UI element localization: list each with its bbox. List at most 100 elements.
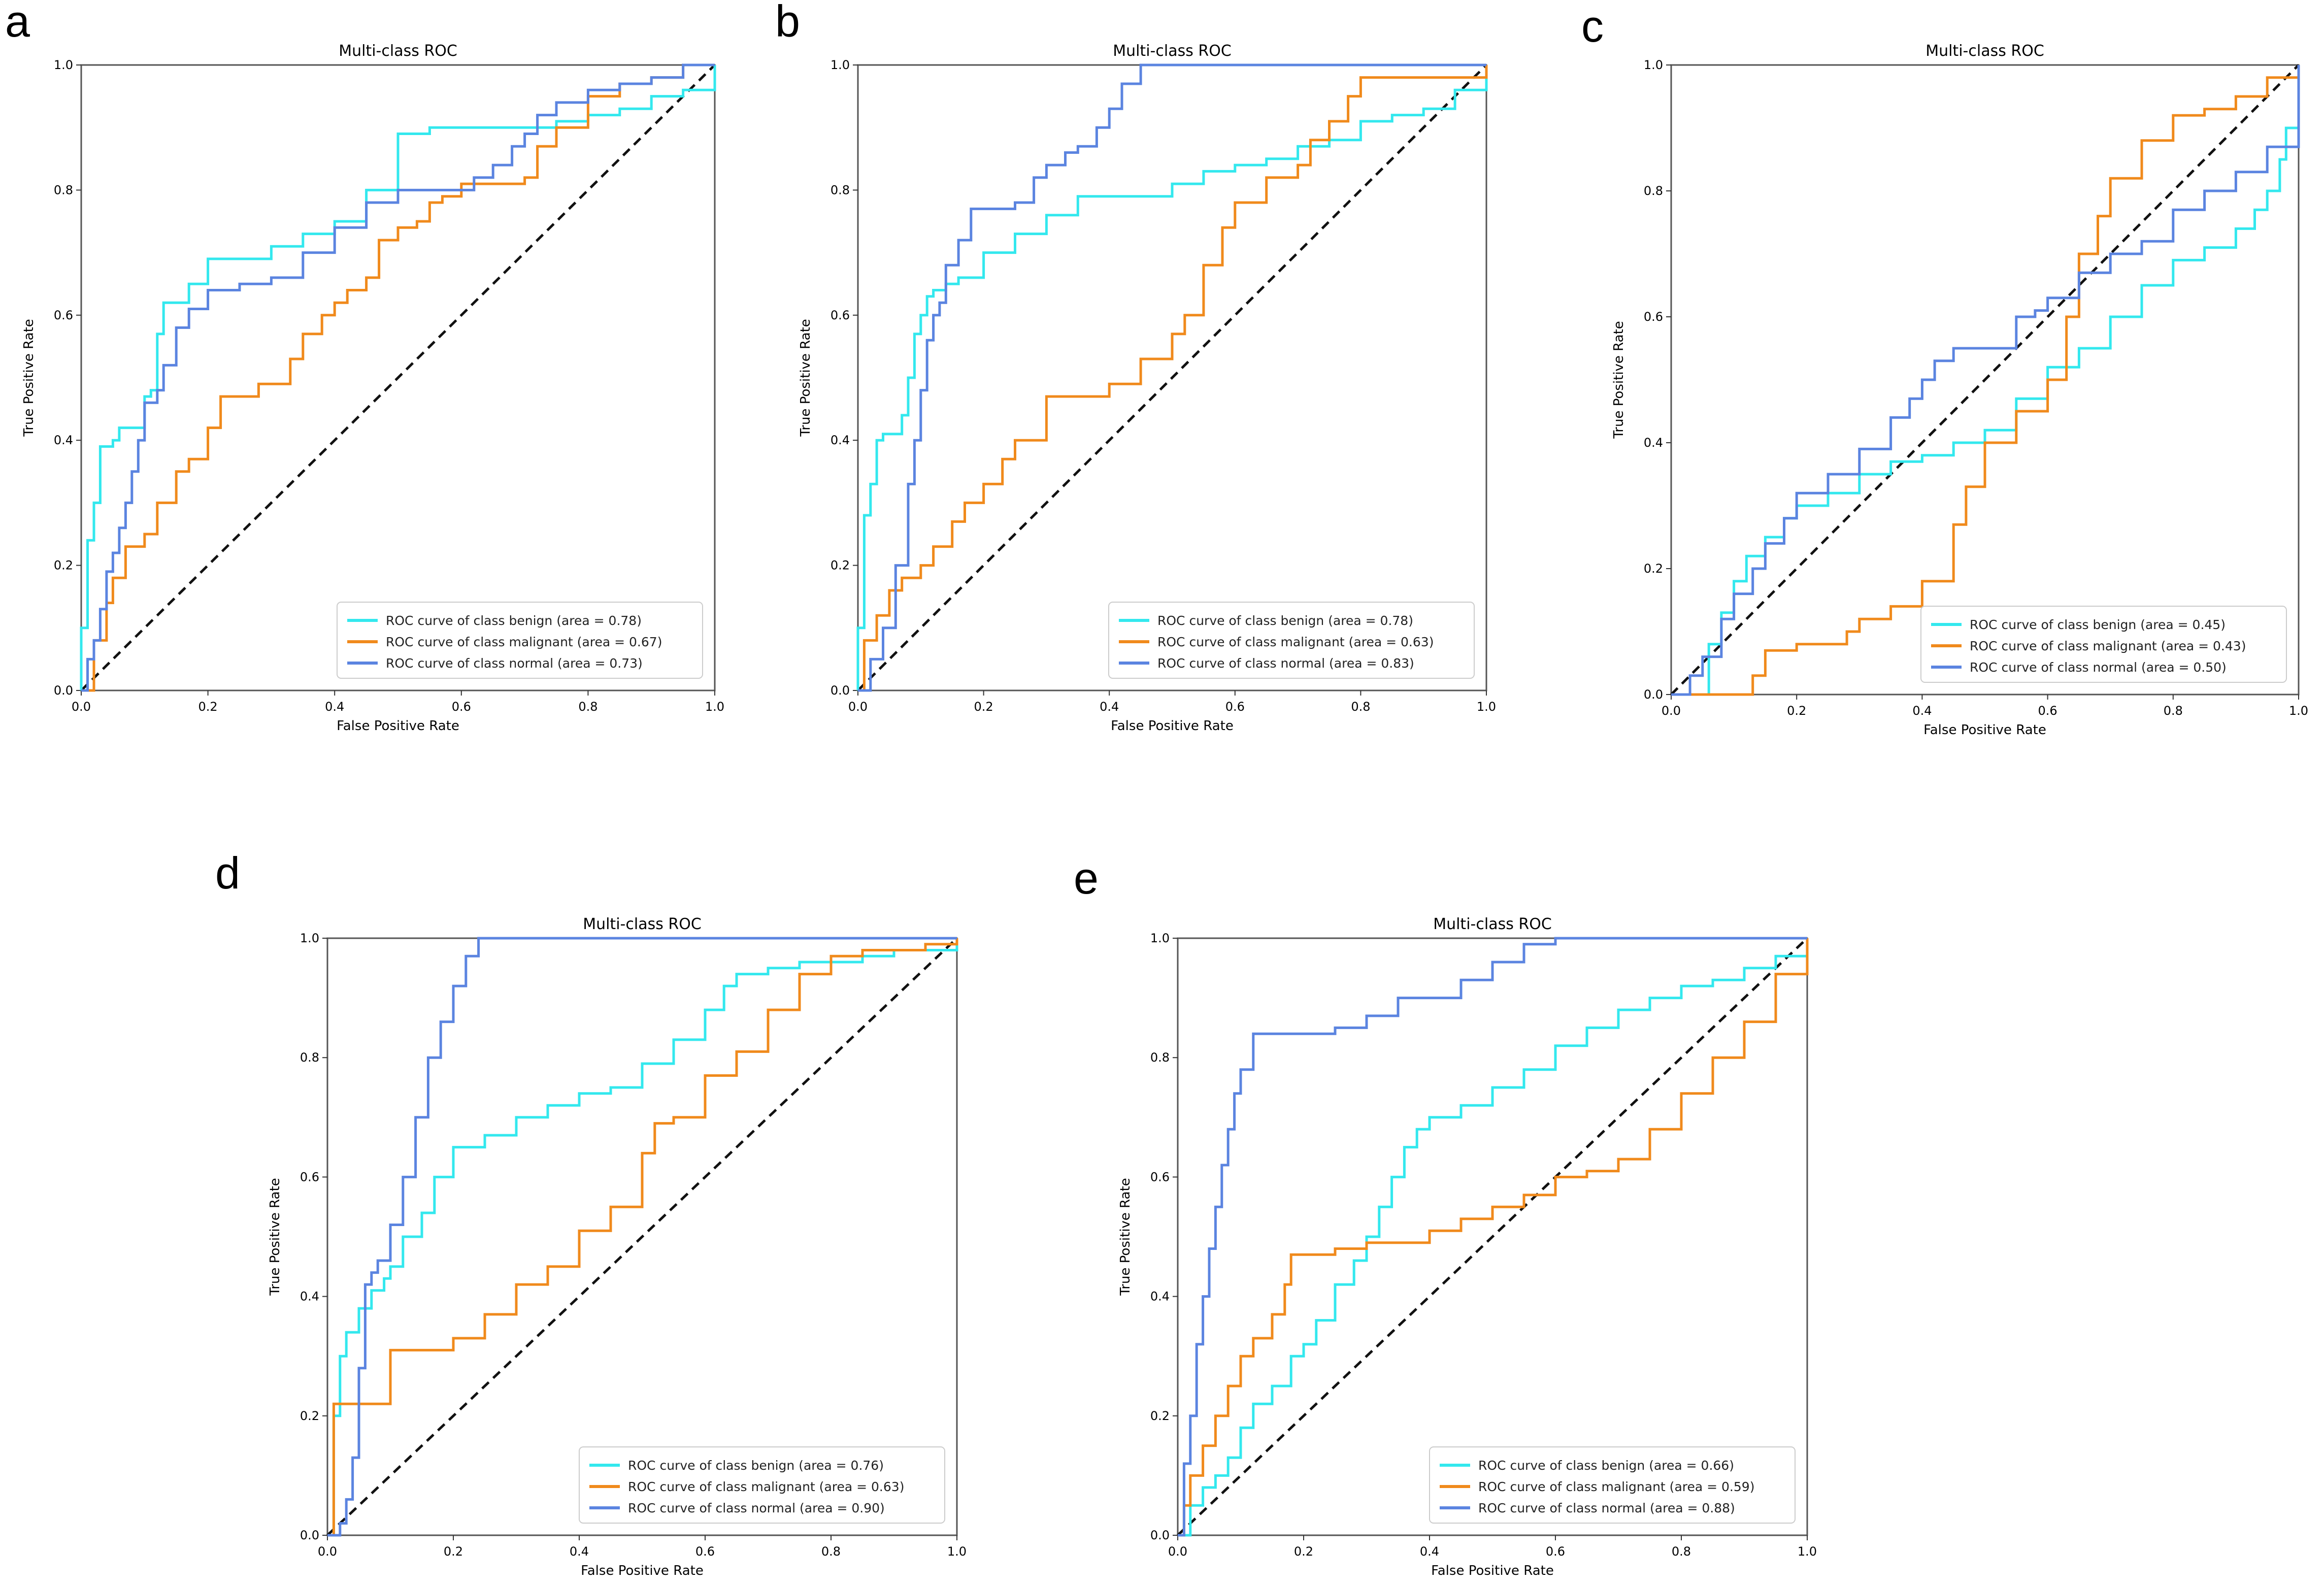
chart-title: Multi-class ROC	[1113, 42, 1232, 60]
legend-box	[1920, 606, 2287, 683]
y-tick-label: 0.6	[1150, 1170, 1170, 1184]
legend: ROC curve of class benign (area = 0.78) R…	[337, 602, 703, 679]
panel-letter-e: e	[1074, 853, 1099, 903]
y-axis-label: True Positive Rate	[21, 319, 37, 437]
chance-diagonal-line	[857, 64, 1487, 691]
plot-frame	[80, 64, 716, 691]
roc-curve-malignant	[858, 65, 1488, 692]
legend: ROC curve of class benign (area = 0.66) R…	[1429, 1446, 1796, 1524]
plot-frame	[1177, 937, 1808, 1536]
roc-curve-normal	[327, 937, 957, 1537]
panel-letter-d: d	[215, 848, 240, 898]
x-tick-label: 0.4	[1912, 704, 1932, 718]
legend-entry-malignant: ROC curve of class malignant (area = 0.6…	[386, 635, 662, 649]
roc-curve-benign	[80, 65, 716, 690]
chance-diagonal-line	[1177, 937, 1808, 1536]
x-tick-label: 1.0	[947, 1544, 967, 1559]
roc-curve-normal	[1178, 937, 1807, 1537]
x-tick-label: 0.8	[578, 700, 597, 714]
x-tick-label: 0.6	[1225, 700, 1245, 714]
panel-letter-c: c	[1581, 1, 1604, 51]
chart-title: Multi-class ROC	[339, 42, 457, 60]
x-tick-label: 0.2	[974, 700, 993, 714]
roc-curve-benign	[327, 938, 958, 1537]
x-tick-label: 0.0	[1662, 704, 1681, 718]
x-axis-label: False Positive Rate	[1923, 722, 2046, 738]
y-tick-label: 0.2	[300, 1409, 319, 1423]
y-tick-label: 0.2	[1644, 562, 1663, 576]
roc-curve-normal	[81, 63, 715, 692]
y-tick-label: 0.0	[1644, 687, 1663, 702]
y-tick-label: 0.0	[1150, 1528, 1170, 1542]
legend-entry-malignant: ROC curve of class malignant (area = 0.4…	[1970, 639, 2246, 653]
legend-entry-benign: ROC curve of class benign (area = 0.78)	[1157, 613, 1413, 628]
panel-a: a Multi-class ROC 0.0 0.2 0.4 0.6 0.8 1.0 0.0 0.2…	[5, 0, 724, 734]
x-tick-label: 0.0	[848, 700, 868, 714]
y-tick-label: 0.0	[831, 683, 850, 698]
x-tick-label: 0.4	[1100, 700, 1119, 714]
x-tick-label: 0.8	[1672, 1544, 1691, 1559]
y-tick-label: 0.4	[300, 1290, 319, 1304]
y-axis-label: True Positive Rate	[268, 1178, 283, 1296]
chance-diagonal-line	[326, 937, 958, 1536]
x-tick-label: 0.6	[1546, 1544, 1565, 1559]
legend-entry-benign: ROC curve of class benign (area = 0.45)	[1970, 617, 2226, 632]
x-tick-label: 0.0	[1168, 1544, 1187, 1559]
legend-entry-malignant: ROC curve of class malignant (area = 0.6…	[628, 1479, 904, 1494]
panel-d: d Multi-class ROC 0.0 0.2 0.4 0.6 0.8 1.0 0.0 0.2…	[215, 848, 967, 1578]
y-tick-label: 0.8	[54, 183, 73, 197]
chart-title: Multi-class ROC	[1925, 42, 2044, 60]
x-tick-label: 1.0	[1477, 700, 1496, 714]
legend-box	[1429, 1446, 1796, 1524]
roc-curve-normal	[858, 63, 1486, 692]
y-tick-label: 0.2	[54, 558, 73, 573]
x-axis-label: False Positive Rate	[1431, 1563, 1554, 1578]
roc-curve-malignant	[327, 938, 958, 1537]
legend-entry-normal: ROC curve of class normal (area = 0.83)	[1157, 656, 1414, 671]
legend-box	[337, 602, 703, 679]
y-tick-label: 0.8	[1644, 184, 1663, 198]
x-tick-label: 0.8	[2164, 704, 2183, 718]
x-axis-label: False Positive Rate	[581, 1563, 704, 1578]
y-tick-label: 0.0	[300, 1528, 319, 1542]
y-tick-label: 0.2	[831, 558, 850, 573]
y-tick-label: 0.4	[54, 433, 73, 447]
y-tick-label: 0.0	[54, 683, 73, 698]
legend-entry-malignant: ROC curve of class malignant (area = 0.5…	[1478, 1479, 1754, 1494]
y-tick-label: 0.4	[1644, 436, 1663, 450]
y-tick-label: 0.4	[1150, 1290, 1170, 1304]
x-tick-label: 0.6	[695, 1544, 715, 1559]
x-tick-label: 1.0	[705, 700, 724, 714]
roc-curve-malignant	[81, 63, 715, 692]
x-tick-label: 0.2	[444, 1544, 463, 1559]
x-tick-label: 0.4	[570, 1544, 589, 1559]
legend-entry-normal: ROC curve of class normal (area = 0.50)	[1970, 660, 2227, 675]
y-tick-label: 1.0	[300, 931, 319, 945]
x-tick-label: 0.8	[821, 1544, 841, 1559]
x-axis-label: False Positive Rate	[1111, 718, 1234, 734]
legend-entry-normal: ROC curve of class normal (area = 0.88)	[1478, 1501, 1735, 1515]
x-tick-label: 0.4	[1420, 1544, 1439, 1559]
roc-curve-malignant	[1671, 65, 2300, 696]
legend-entry-benign: ROC curve of class benign (area = 0.66)	[1478, 1458, 1734, 1473]
y-axis-label: True Positive Rate	[1611, 321, 1626, 439]
x-tick-label: 0.2	[1294, 1544, 1313, 1559]
panel-letter-b: b	[775, 0, 800, 46]
chance-diagonal-line	[1670, 64, 2300, 696]
panel-b: b Multi-class ROC 0.0 0.2 0.4 0.6 0.8 1.0 0.0 0.2…	[775, 0, 1496, 734]
legend-entry-benign: ROC curve of class benign (area = 0.78)	[386, 613, 642, 628]
x-tick-label: 0.0	[318, 1544, 337, 1559]
roc-curve-benign	[1671, 96, 2300, 696]
legend-entry-normal: ROC curve of class normal (area = 0.90)	[628, 1501, 885, 1515]
roc-curve-benign	[856, 65, 1488, 690]
roc-curve-benign	[1178, 938, 1809, 1537]
y-tick-label: 0.2	[1150, 1409, 1170, 1423]
legend-box	[1108, 602, 1475, 679]
x-tick-label: 0.6	[452, 700, 471, 714]
y-tick-label: 0.8	[831, 183, 850, 197]
x-tick-label: 1.0	[1798, 1544, 1817, 1559]
chart-title: Multi-class ROC	[1433, 915, 1552, 933]
legend-box	[579, 1446, 945, 1524]
roc-curve-malignant	[1178, 938, 1809, 1537]
legend-entry-malignant: ROC curve of class malignant (area = 0.6…	[1157, 635, 1434, 649]
